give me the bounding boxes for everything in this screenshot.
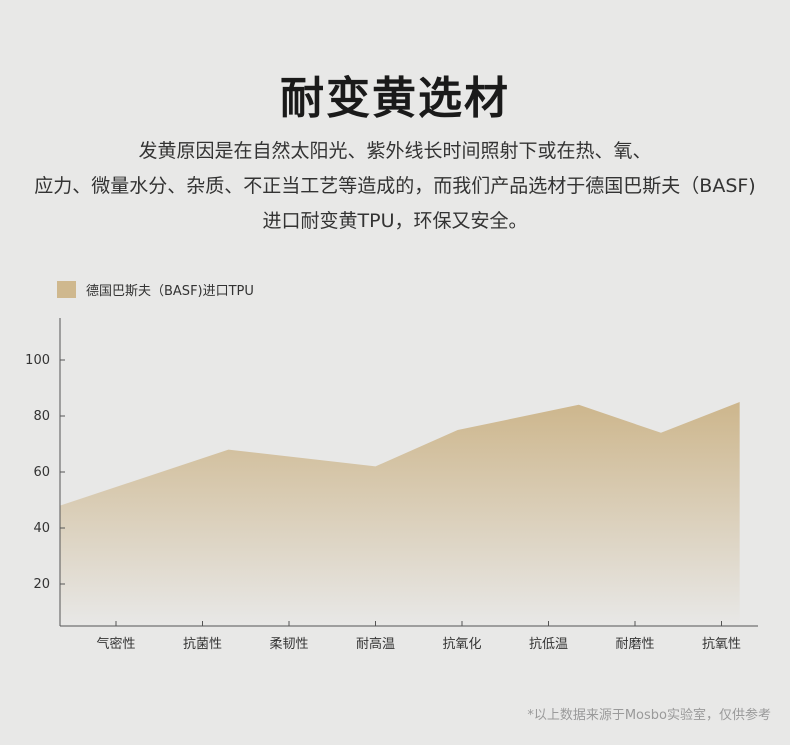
x-category-label: 抗菌性	[183, 637, 222, 652]
description-line: 进口耐变黄TPU，环保又安全。	[262, 210, 528, 232]
page-title: 耐变黄选材	[280, 73, 510, 124]
legend-swatch	[57, 280, 76, 298]
y-tick-label: 100	[25, 353, 50, 368]
description-line: 发黄原因是在自然太阳光、紫外线长时间照射下或在热、氧、	[138, 140, 652, 162]
y-tick-label: 40	[33, 521, 50, 536]
x-category-label: 抗氧化	[442, 637, 481, 652]
y-tick-label: 80	[33, 409, 50, 424]
data-source-footnote: *以上数据来源于Mosbo实验室，仅供参考	[527, 708, 771, 723]
x-category-label: 耐高温	[356, 636, 395, 652]
x-category-label: 耐磨性	[615, 637, 654, 652]
description-line: 应力、微量水分、杂质、不正当工艺等造成的，而我们产品选材于德国巴斯夫（BASF)	[34, 175, 756, 197]
y-tick-label: 60	[33, 465, 50, 480]
area-chart: 20 40 60 80 100 气密性 抗菌性 柔韧性 耐高温 抗氧化 抗低温 耐磨性 抗氧性	[25, 318, 758, 652]
legend-label: 德国巴斯夫（BASF)进口TPU	[86, 283, 254, 299]
y-tick-label: 20	[33, 577, 50, 592]
area-series	[60, 402, 740, 626]
x-category-label: 抗氧性	[702, 637, 741, 652]
x-category-label: 气密性	[96, 636, 135, 652]
chart-legend: 德国巴斯夫（BASF)进口TPU	[57, 279, 254, 299]
x-category-label: 柔韧性	[269, 637, 308, 652]
description: 发黄原因是在自然太阳光、紫外线长时间照射下或在热、氧、 应力、微量水分、杂质、不…	[20, 134, 770, 239]
x-category-label: 抗低温	[529, 637, 568, 652]
